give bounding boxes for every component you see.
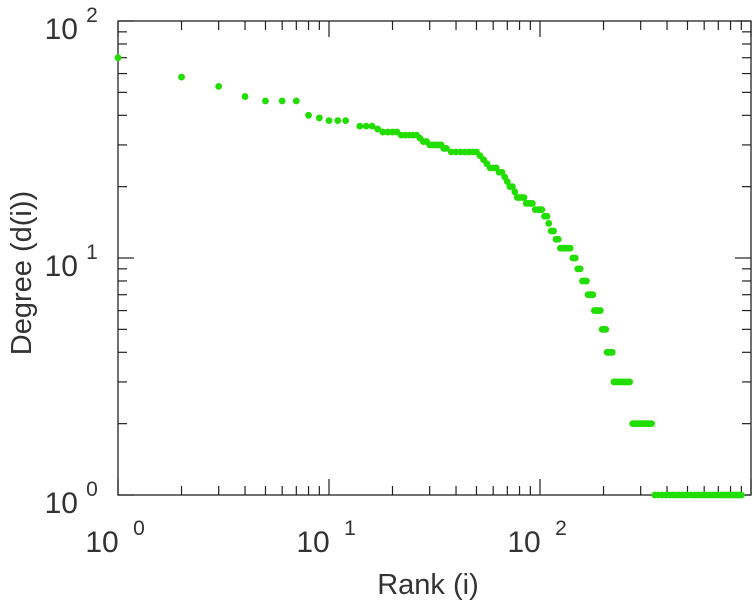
- data-point: [362, 122, 370, 130]
- data-point: [384, 128, 392, 136]
- data-point: [648, 420, 656, 428]
- data-point: [509, 183, 516, 191]
- data-point: [543, 212, 551, 220]
- data-point: [554, 235, 562, 243]
- data-point: [334, 117, 342, 124]
- data-point: [589, 291, 597, 299]
- data-point: [442, 145, 450, 152]
- major-ticks: [117, 20, 752, 496]
- data-point: [379, 128, 387, 136]
- x-tick-labels: 10 0 10 1 10 2: [85, 517, 567, 559]
- x-tick-label: 10: [296, 526, 329, 559]
- data-point: [520, 194, 528, 201]
- data-point: [368, 122, 376, 130]
- data-point: [292, 97, 300, 105]
- data-point: [626, 378, 634, 386]
- data-point: [374, 125, 382, 133]
- y-tick-label: 10: [45, 13, 78, 46]
- data-point: [325, 117, 333, 124]
- y-tick-exponent: 0: [86, 478, 98, 501]
- data-point: [737, 491, 745, 499]
- data-point: [241, 93, 249, 100]
- data-point: [215, 82, 223, 90]
- x-tick-label: 10: [85, 526, 118, 559]
- data-point: [342, 117, 350, 124]
- data-point: [503, 178, 511, 186]
- y-tick-labels: 10 0 10 1 10 2: [45, 4, 98, 520]
- data-point: [602, 325, 610, 333]
- data-point: [278, 97, 286, 105]
- data-point: [447, 148, 455, 156]
- plot-area: [117, 20, 752, 496]
- data-point: [178, 73, 185, 81]
- data-point: [566, 244, 574, 252]
- data-point: [305, 111, 312, 119]
- data-point: [315, 114, 323, 122]
- x-tick-exponent: 0: [133, 517, 145, 540]
- minor-ticks: [118, 21, 751, 495]
- data-points: [114, 54, 745, 499]
- y-tick-label: 10: [45, 487, 78, 520]
- x-tick-exponent: 2: [555, 517, 567, 540]
- x-tick-exponent: 1: [344, 517, 356, 540]
- data-point: [576, 265, 584, 273]
- data-point: [608, 348, 616, 356]
- data-point: [545, 219, 553, 227]
- data-point: [596, 307, 604, 314]
- data-point: [262, 97, 269, 105]
- x-axis-label: Rank (i): [377, 569, 479, 600]
- data-point: [356, 122, 364, 130]
- data-point: [550, 227, 558, 235]
- y-tick-exponent: 1: [86, 241, 98, 264]
- y-tick-exponent: 2: [86, 4, 98, 27]
- data-point: [583, 277, 590, 285]
- data-point: [114, 54, 122, 62]
- data-point: [511, 188, 519, 196]
- y-tick-label: 10: [45, 250, 78, 283]
- data-point: [538, 206, 546, 214]
- data-point: [571, 254, 579, 262]
- y-axis-label: Degree (d(i)): [6, 191, 38, 355]
- x-tick-label: 10: [507, 526, 540, 559]
- data-point: [528, 199, 536, 207]
